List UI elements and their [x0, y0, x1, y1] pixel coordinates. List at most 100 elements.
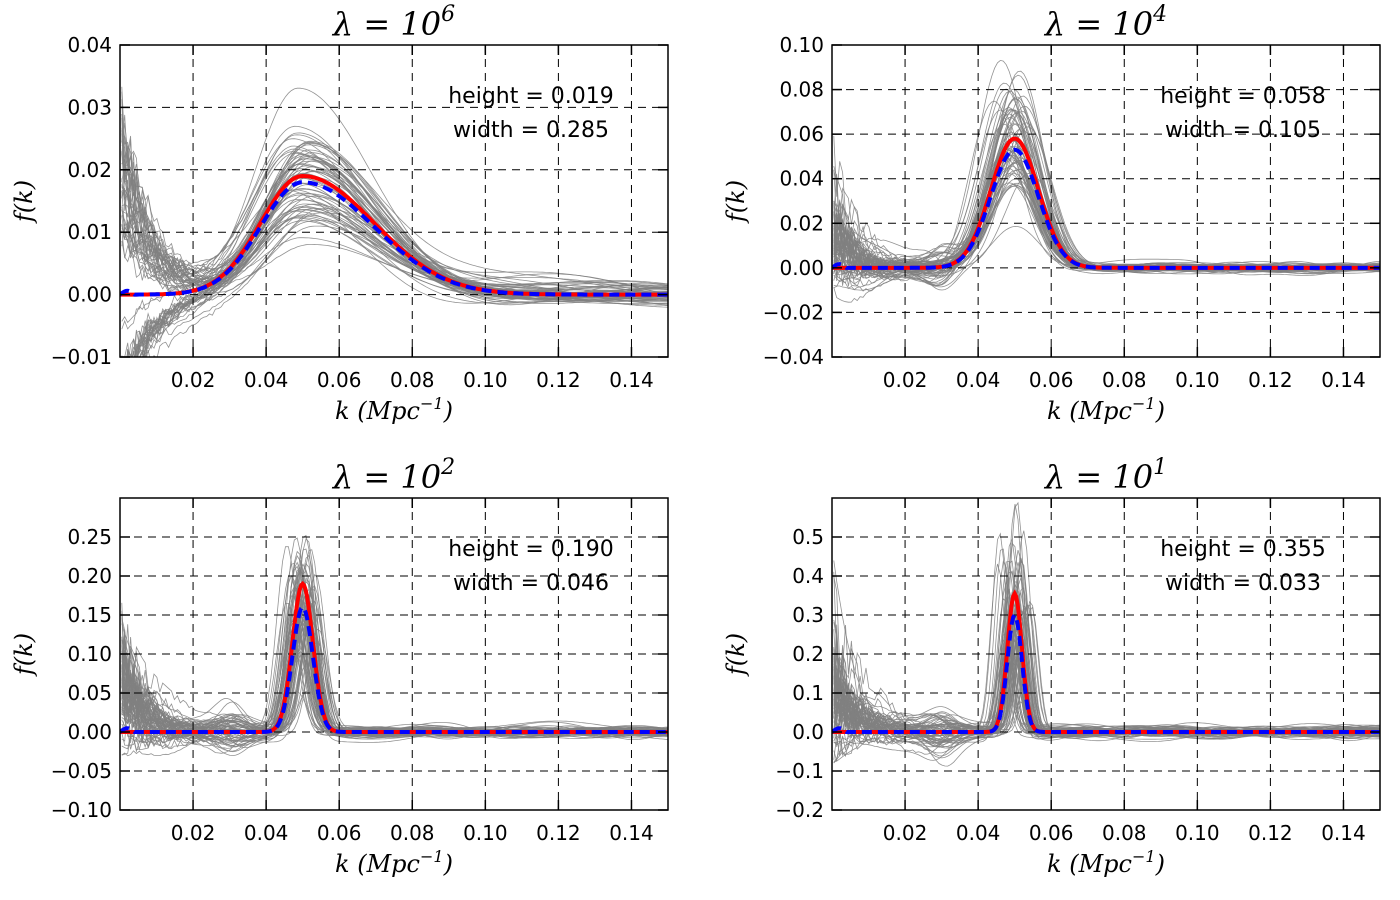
realization-line	[121, 534, 668, 737]
y-tick-label: 0.02	[779, 211, 824, 235]
y-tick-label: 0.2	[792, 642, 824, 666]
y-tick-label: −0.04	[763, 345, 824, 369]
realization-line	[833, 639, 1380, 739]
realization-line	[833, 604, 1380, 735]
realizations-group	[121, 534, 668, 757]
realization-line	[833, 587, 1380, 748]
realization-line	[121, 188, 668, 357]
realization-line	[833, 126, 1380, 277]
realization-line	[833, 162, 1380, 270]
realization-line	[121, 615, 668, 736]
realization-line	[121, 134, 668, 302]
grid	[120, 45, 668, 357]
realization-line	[833, 590, 1380, 736]
y-tick-label: 0.06	[779, 122, 824, 146]
chart-title: λ = 102	[331, 455, 455, 496]
annotation-width: width = 0.285	[453, 118, 609, 143]
y-tick-label: 0.10	[67, 642, 112, 666]
x-axis-label: k (Mpc−1)	[335, 847, 453, 878]
y-tick-label: 0.03	[67, 95, 112, 119]
realization-line	[833, 169, 1380, 274]
realization-line	[833, 145, 1380, 291]
realization-line	[121, 630, 668, 735]
y-axis-label: f(k)	[722, 180, 750, 224]
x-tick-label: 0.08	[390, 821, 435, 845]
realization-line	[833, 167, 1380, 271]
realization-line	[121, 571, 668, 742]
realization-line	[833, 145, 1380, 275]
y-tick-label: 0.0	[792, 720, 824, 744]
realization-line	[121, 600, 668, 741]
x-axis-label: k (Mpc−1)	[1047, 847, 1165, 878]
x-tick-label: 0.10	[463, 368, 508, 392]
realization-line	[121, 537, 668, 737]
realization-line	[133, 140, 668, 357]
y-tick-label: −0.01	[51, 345, 112, 369]
realization-line	[833, 159, 1380, 271]
realization-line	[833, 149, 1380, 273]
realization-line	[833, 576, 1380, 742]
realization-line	[833, 538, 1380, 736]
y-tick-label: 0.00	[779, 256, 824, 280]
realization-line	[833, 135, 1380, 271]
realization-line	[833, 628, 1380, 740]
realization-line	[121, 151, 668, 295]
y-axis-label: f(k)	[722, 633, 750, 677]
realization-line	[833, 165, 1380, 271]
y-tick-label: −0.02	[763, 300, 824, 324]
realization-line	[121, 569, 668, 743]
realization-line	[833, 157, 1380, 271]
realization-line	[833, 82, 1380, 273]
realization-line	[833, 595, 1380, 735]
x-tick-label: 0.02	[883, 368, 928, 392]
realization-line	[833, 122, 1380, 278]
y-tick-label: 0.00	[67, 283, 112, 307]
x-tick-label: 0.14	[609, 821, 654, 845]
x-tick-label: 0.14	[1321, 821, 1366, 845]
realization-line	[121, 607, 668, 748]
y-tick-label: 0.00	[67, 720, 112, 744]
realization-line	[121, 91, 668, 293]
y-tick-label: −0.05	[51, 759, 112, 783]
y-axis-label: f(k)	[10, 633, 38, 677]
chart-title: λ = 104	[1043, 2, 1167, 43]
realization-line	[121, 597, 668, 737]
chart-panel-2: 0.02 0.04 0.06 0.08 0.10 0.12 0.14 −0.04 −0.02 0.…	[722, 2, 1381, 425]
realization-line	[833, 593, 1380, 736]
true-curve	[120, 580, 668, 734]
y-tick-label: 0.10	[779, 33, 824, 57]
realization-line	[833, 133, 1380, 275]
x-tick-label: 0.10	[1175, 821, 1220, 845]
grid	[832, 45, 1380, 357]
realization-line	[121, 581, 668, 735]
x-tick-label: 0.04	[956, 821, 1001, 845]
realization-line	[121, 595, 668, 738]
chart-title: λ = 106	[331, 2, 455, 43]
chart-panel-1: 0.02 0.04 0.06 0.08 0.10 0.12 0.14 −0.01 0.00 0.0…	[10, 2, 669, 425]
realization-line	[121, 600, 668, 738]
realization-line	[121, 177, 668, 289]
realization-line	[121, 122, 668, 300]
y-tick-label: −0.1	[775, 759, 824, 783]
realization-line	[833, 580, 1380, 744]
realization-line	[121, 585, 668, 739]
realization-line	[833, 88, 1380, 275]
chart-panel-4: 0.02 0.04 0.06 0.08 0.10 0.12 0.14 −0.2 −0.1 0.0 0…	[722, 455, 1381, 878]
true-curve	[832, 589, 1380, 734]
y-tick-label: 0.08	[779, 78, 824, 102]
mean-curve	[832, 147, 1380, 270]
realization-line	[121, 171, 668, 330]
x-axis-label: k (Mpc−1)	[335, 394, 453, 425]
x-tick-label: 0.04	[956, 368, 1001, 392]
x-axis-label: k (Mpc−1)	[1047, 394, 1165, 425]
realization-line	[833, 618, 1380, 737]
x-tick-label: 0.04	[244, 368, 289, 392]
x-tick-label: 0.02	[171, 368, 216, 392]
y-tick-label: 0.04	[67, 33, 112, 57]
realization-line	[121, 615, 668, 735]
realization-line	[121, 127, 668, 304]
annotation-height: height = 0.019	[448, 84, 614, 109]
y-tick-label: −0.10	[51, 798, 112, 822]
y-tick-label: 0.02	[67, 158, 112, 182]
